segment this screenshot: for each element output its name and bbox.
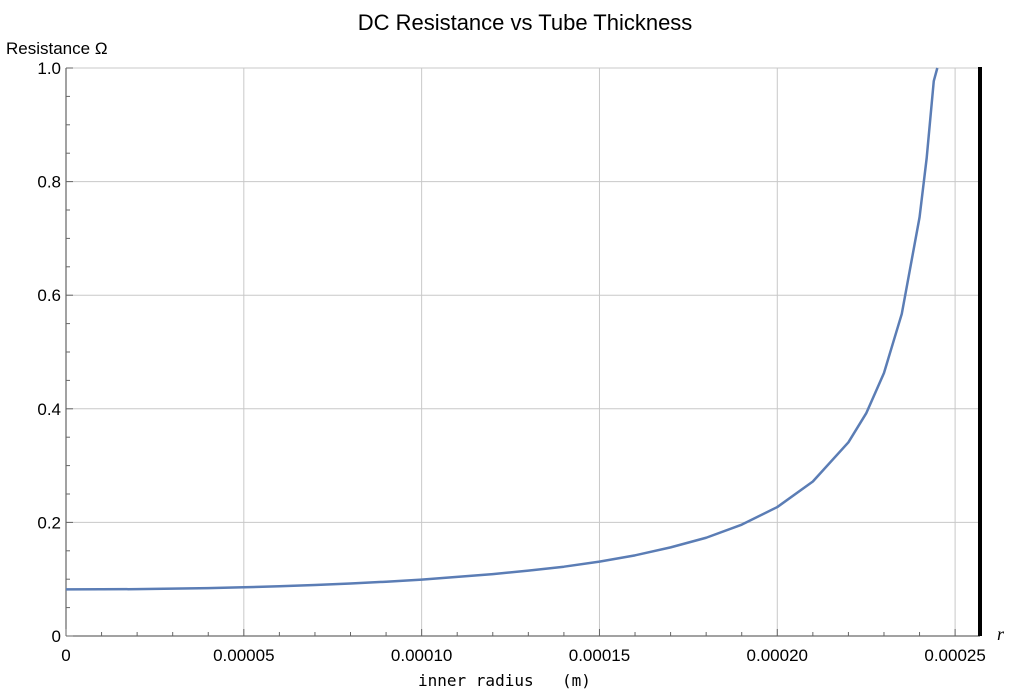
- x-tick-label: 0.00020: [747, 646, 808, 665]
- x-tick-label: 0.00005: [213, 646, 274, 665]
- x-tick-label: 0.00025: [924, 646, 985, 665]
- series-line: [65, 67, 939, 591]
- axis-layer: 0 0.00005 0.00010 0.00015 0.00020 0.00025 0 0.2…: [37, 59, 985, 665]
- y-tick-label: 0.2: [37, 513, 61, 532]
- x-axis-label: inner radius: [418, 671, 534, 690]
- grid-layer: [66, 67, 980, 636]
- series-layer: [65, 67, 939, 591]
- chart-title: DC Resistance vs Tube Thickness: [358, 10, 693, 35]
- x-axis-unit: (m): [562, 671, 591, 690]
- x-tick-label: 0.00010: [391, 646, 452, 665]
- y-tick-label: 0.6: [37, 286, 61, 305]
- y-axis-label: Resistance Ω: [6, 39, 108, 58]
- y-tick-label: 0.4: [37, 400, 61, 419]
- y-tick-label: 0: [52, 627, 61, 646]
- x-tick-label: 0.00015: [569, 646, 630, 665]
- x-tick-label: 0: [61, 646, 70, 665]
- x-variable-name: r: [997, 624, 1005, 644]
- y-tick-label: 1.0: [37, 59, 61, 78]
- y-tick-label: 0.8: [37, 173, 61, 192]
